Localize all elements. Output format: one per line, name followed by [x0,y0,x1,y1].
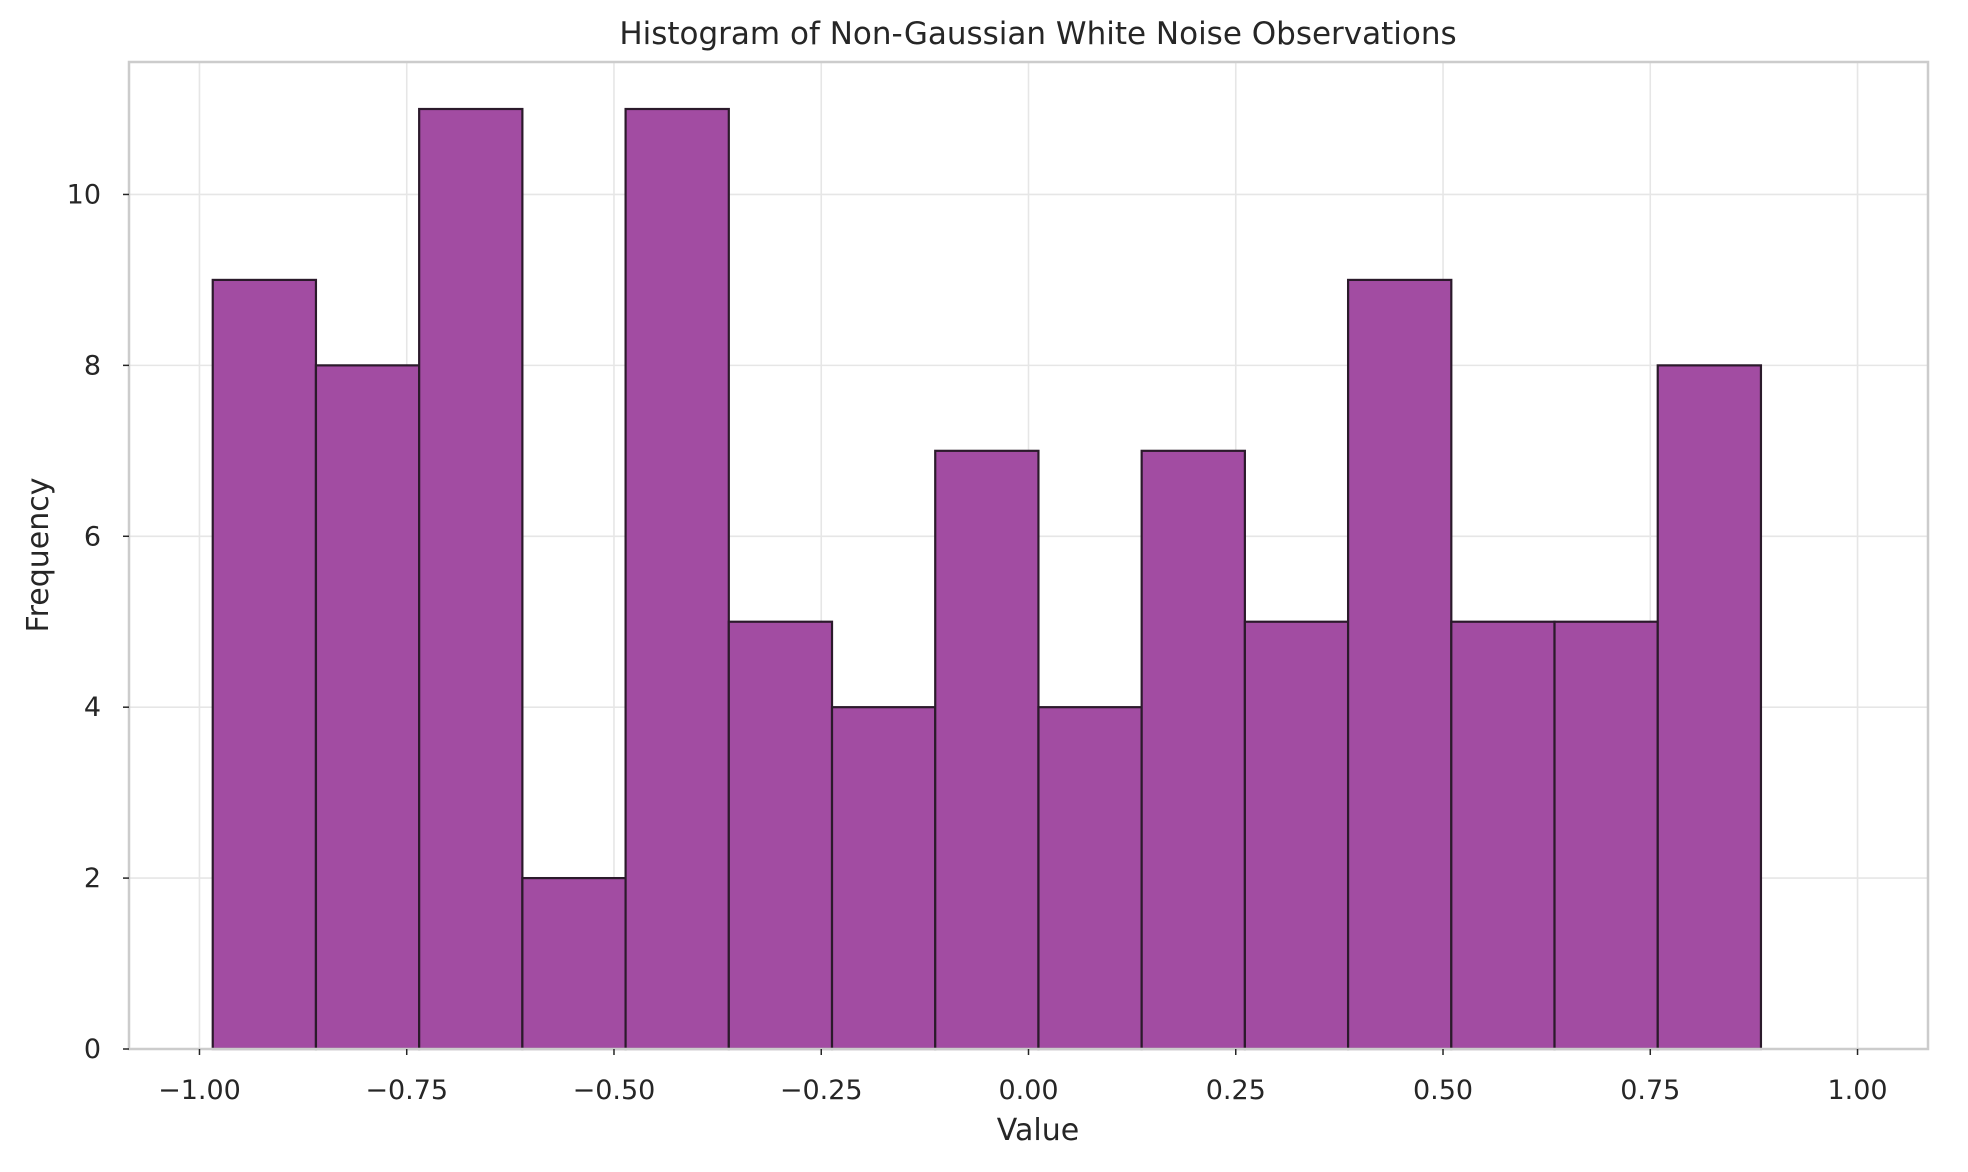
y-axis-label: Frequency [21,478,56,633]
histogram-bar [1243,620,1350,1051]
y-axis-ticks: 0 2 4 6 8 10 [67,179,129,1065]
x-tick-label: −0.25 [780,1075,863,1106]
x-tick-label: 0.50 [1413,1075,1473,1106]
x-tick-label: −0.75 [365,1075,448,1106]
histogram-bar [1450,620,1556,1051]
histogram-bar [521,876,627,1051]
histogram-bar [418,107,524,1051]
histogram-bar [934,449,1040,1051]
x-tick-label: 0.75 [1620,1075,1680,1106]
x-tick-label: −1.00 [158,1075,241,1106]
histogram-bar [624,107,730,1051]
x-tick-label: 0.25 [1206,1075,1266,1106]
x-tick-label: 1.00 [1827,1075,1887,1106]
y-tick-label: 6 [84,521,101,552]
histogram-bar [1037,706,1143,1051]
histogram-bar [1346,278,1453,1051]
x-tick-label: −0.50 [573,1075,656,1106]
y-tick-label: 0 [84,1034,101,1065]
histogram-bar [727,620,834,1051]
histogram-bar [211,278,318,1051]
histogram-bar [1656,364,1763,1051]
y-tick-label: 2 [84,863,101,894]
histogram-bar [314,364,421,1051]
histogram-bar [1553,620,1659,1051]
x-axis-ticks: −1.00 −0.75 −0.50 −0.25 0.00 0.25 0.50 0.75 1.00 [158,1049,1888,1106]
chart-title: Histogram of Non-Gaussian White Noise Ob… [619,16,1456,52]
y-tick-label: 8 [84,350,101,381]
y-tick-label: 4 [84,692,101,723]
histogram-bar [1140,449,1246,1051]
x-axis-label: Value [997,1113,1079,1148]
histogram-bar [830,706,937,1051]
y-tick-label: 10 [67,179,101,210]
x-tick-label: 0.00 [998,1075,1058,1106]
bars [211,107,1763,1051]
